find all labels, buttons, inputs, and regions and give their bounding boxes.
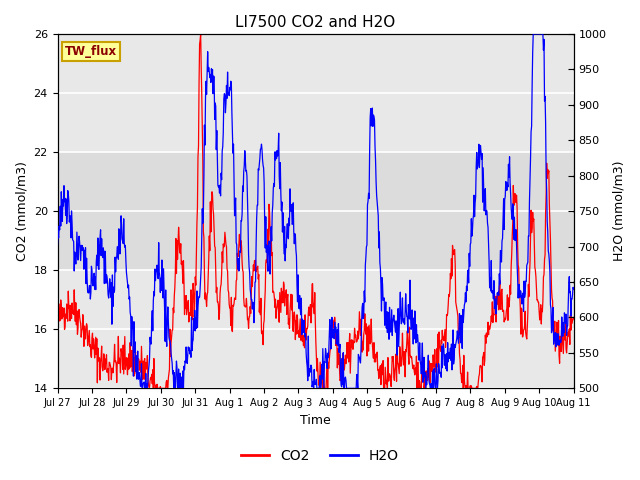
Bar: [58, 34, 573, 152]
X-axis label: Time: Time: [300, 414, 331, 427]
Y-axis label: H2O (mmol/m3): H2O (mmol/m3): [612, 161, 625, 262]
Text: TW_flux: TW_flux: [65, 45, 117, 58]
Bar: [58, 152, 573, 270]
Bar: [58, 270, 573, 388]
Title: LI7500 CO2 and H2O: LI7500 CO2 and H2O: [236, 15, 396, 30]
Legend: CO2, H2O: CO2, H2O: [236, 443, 404, 468]
Y-axis label: CO2 (mmol/m3): CO2 (mmol/m3): [15, 161, 28, 261]
